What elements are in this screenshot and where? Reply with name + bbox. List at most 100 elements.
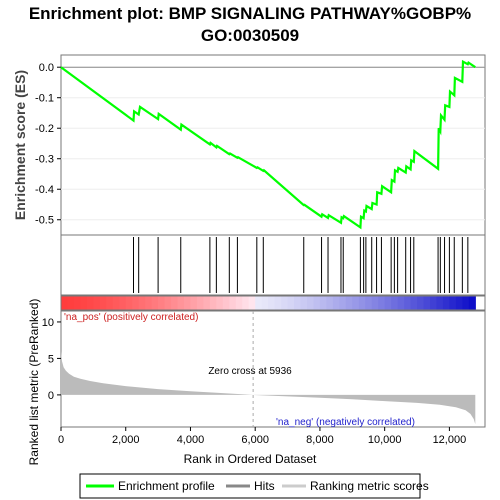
x-axis-label: Rank in Ordered Dataset [184, 452, 317, 466]
color-bar-segment [99, 296, 107, 310]
color-bar-segment [196, 296, 205, 310]
color-bar-segment [384, 296, 392, 310]
na-pos-label: 'na_pos' (positively correlated) [64, 312, 198, 323]
color-bar-segment [248, 296, 256, 310]
x-tick-label: 6,000 [241, 434, 269, 446]
color-bar-segment [242, 296, 250, 310]
color-bar-segment [319, 296, 328, 310]
x-tick-label: 8,000 [306, 434, 334, 446]
color-bar-segment [216, 296, 224, 310]
color-bar-segment [86, 296, 94, 310]
enrichment-profile-line [60, 59, 476, 230]
color-bar-segment [203, 296, 211, 310]
color-bar-segment [119, 296, 127, 310]
color-bar-segment [268, 296, 276, 310]
color-bar-segment [138, 296, 146, 310]
ranked-y-ticks: 10 5 0 [42, 317, 61, 402]
color-bar-segment [455, 296, 463, 310]
color-bar-segment [294, 296, 302, 310]
color-bar-segment [255, 296, 263, 310]
color-bar-segment [274, 296, 282, 310]
chart-title-line-1: Enrichment plot: BMP SIGNALING PATHWAY%G… [29, 4, 471, 23]
color-bar-segment [209, 296, 217, 310]
ranking-color-bar [60, 295, 486, 311]
color-bar-segment [145, 296, 153, 310]
x-tick-label: 4,000 [177, 434, 205, 446]
color-bar-segment [261, 296, 269, 310]
color-bar-segment [177, 296, 185, 310]
color-bar-segment [132, 296, 140, 310]
color-bar-segment [462, 296, 470, 310]
na-neg-label: 'na_neg' (negatively correlated) [276, 417, 415, 428]
legend-profile-label: Enrichment profile [118, 479, 215, 493]
ranked-plot-area [60, 310, 486, 428]
color-bar-segment [106, 296, 114, 310]
color-bar-segment [67, 296, 75, 310]
color-bar-segment [378, 296, 386, 310]
color-bar-segment [345, 296, 353, 310]
color-bar-segment [404, 296, 412, 310]
hits-plot-area [60, 234, 486, 296]
color-bar-segment [93, 296, 101, 310]
color-bar-segment [164, 296, 172, 310]
x-tick-label: 0 [58, 434, 64, 446]
ranked-metric-panel: 10 5 0 'na_pos' (positively correlated) Ze… [42, 310, 486, 428]
ranked-tick-label: 10 [42, 317, 54, 329]
color-bar-segment [183, 296, 192, 310]
color-bar-segment [151, 296, 159, 310]
x-axis-ticks: 0 2,000 4,000 6,000 8,000 10,000 12,000 [58, 427, 466, 446]
color-bar-segment [429, 296, 438, 310]
legend: Enrichment profile Hits Ranking metric s… [79, 473, 429, 499]
color-bar-segment [300, 296, 308, 310]
hit-lines [133, 237, 469, 293]
color-bar-segment [436, 296, 444, 310]
color-bar-segment [281, 296, 289, 310]
color-bar-frame [60, 295, 486, 311]
zero-cross-label: Zero cross at 5936 [208, 366, 292, 377]
color-bar-segment [222, 296, 230, 310]
es-tick-label: 0.0 [39, 62, 54, 74]
chart-title-line-2: GO:0030509 [201, 26, 299, 45]
color-bar-segment [449, 296, 457, 310]
es-tick-label: -0.4 [35, 184, 54, 196]
es-tick-label: -0.1 [35, 93, 54, 105]
ranked-tick-label: 0 [48, 390, 54, 402]
enrichment-score-panel: 0.0 -0.1 -0.2 -0.3 -0.4 -0.5 [35, 54, 486, 236]
color-bar-segment [287, 296, 295, 310]
color-bar-segment [112, 296, 120, 310]
color-bar-segment [326, 296, 334, 310]
color-bar-segment [391, 296, 399, 310]
color-bar-segment [158, 296, 166, 310]
color-bar-segment [332, 296, 340, 310]
legend-box [79, 473, 421, 499]
hits-panel [60, 234, 486, 296]
legend-metric-label: Ranking metric scores [310, 479, 429, 493]
color-bar-segment [365, 296, 373, 310]
ranked-tick-label: 5 [48, 353, 54, 365]
color-bar-segment [229, 296, 237, 310]
color-bar-segment [410, 296, 418, 310]
color-bar-segment [73, 296, 82, 310]
es-tick-label: -0.3 [35, 154, 54, 166]
es-y-ticks: 0.0 -0.1 -0.2 -0.3 -0.4 -0.5 [35, 62, 61, 227]
color-bar-segment [125, 296, 133, 310]
x-tick-label: 12,000 [433, 434, 467, 446]
color-bar-segment [61, 296, 69, 310]
color-bar-segment [358, 296, 366, 310]
color-bar-segment [442, 296, 450, 310]
x-tick-label: 10,000 [368, 434, 402, 446]
x-tick-label: 2,000 [112, 434, 140, 446]
color-bar-segment [468, 296, 476, 310]
es-tick-label: -0.2 [35, 123, 54, 135]
color-bar-segment [190, 296, 198, 310]
color-bar-segment [306, 296, 315, 310]
color-bar-segment [371, 296, 379, 310]
color-bar-segment [397, 296, 405, 310]
es-axis-label: Enrichment score (ES) [12, 70, 28, 220]
color-bar-segment [313, 296, 321, 310]
color-bar-segment [423, 296, 431, 310]
color-bar-segment [417, 296, 425, 310]
color-bar-segment [80, 296, 88, 310]
es-plot-area [60, 54, 486, 236]
